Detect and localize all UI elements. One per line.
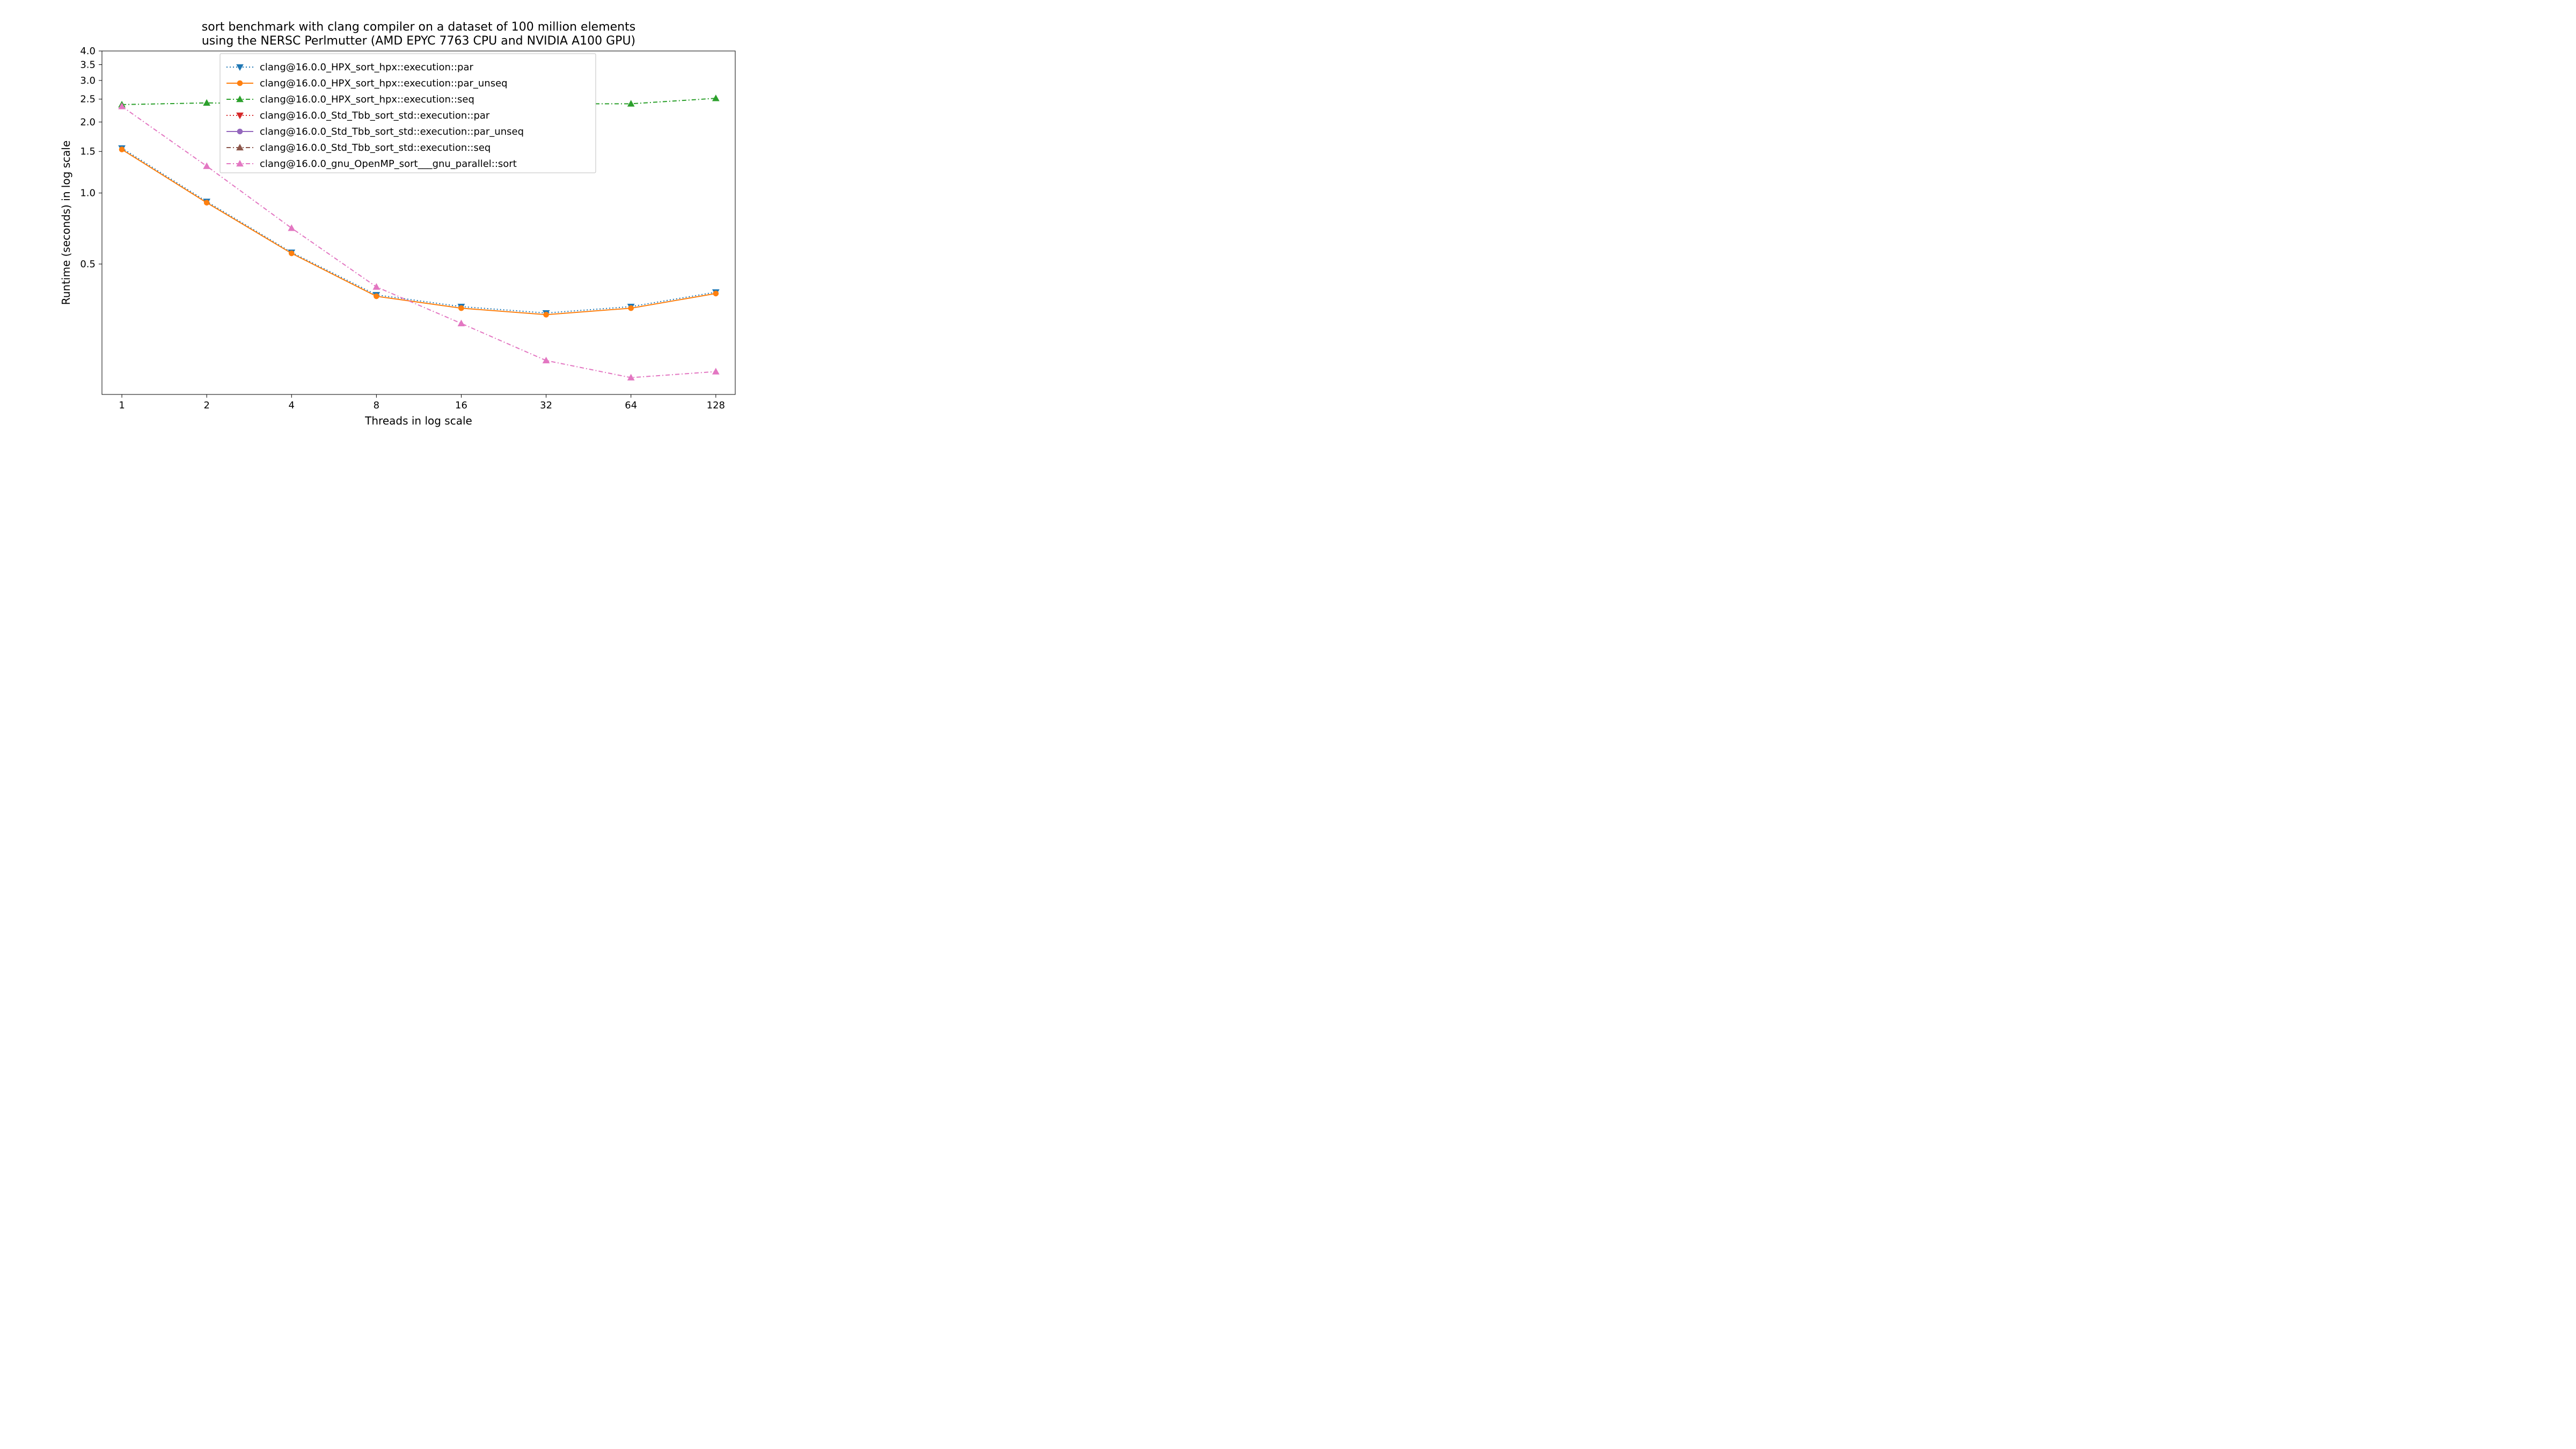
x-tick-label: 1 (119, 400, 125, 411)
legend-label: clang@16.0.0_gnu_OpenMP_sort___gnu_paral… (260, 158, 517, 170)
x-axis-label: Threads in log scale (364, 414, 472, 427)
marker-triangle-up (373, 284, 379, 290)
y-axis-label: Runtime (seconds) in log scale (60, 141, 72, 305)
marker-circle (713, 291, 719, 296)
legend-label: clang@16.0.0_HPX_sort_hpx::execution::pa… (260, 78, 508, 89)
marker-circle (237, 129, 243, 134)
y-tick-label: 3.0 (80, 75, 96, 86)
marker-circle (544, 312, 549, 318)
legend: clang@16.0.0_HPX_sort_hpx::execution::pa… (220, 54, 596, 173)
y-tick-label: 1.5 (80, 146, 96, 157)
y-tick-label: 1.0 (80, 188, 96, 199)
marker-circle (459, 305, 464, 311)
chart-title-line1: sort benchmark with clang compiler on a … (202, 20, 635, 34)
y-tick-label: 4.0 (80, 46, 96, 57)
marker-circle (204, 200, 209, 206)
x-tick-label: 32 (540, 400, 552, 411)
marker-circle (289, 251, 294, 256)
marker-circle (374, 294, 379, 299)
x-tick-label: 128 (707, 400, 725, 411)
marker-circle (628, 305, 634, 311)
marker-circle (237, 80, 243, 86)
marker-triangle-up (203, 163, 210, 169)
x-tick-label: 16 (455, 400, 467, 411)
legend-label: clang@16.0.0_Std_Tbb_sort_std::execution… (260, 126, 524, 137)
y-tick-label: 3.5 (80, 59, 96, 70)
marker-circle (119, 147, 125, 152)
legend-label: clang@16.0.0_Std_Tbb_sort_std::execution… (260, 110, 490, 121)
legend-label: clang@16.0.0_HPX_sort_hpx::execution::se… (260, 94, 474, 105)
marker-triangle-up (458, 320, 465, 326)
x-tick-label: 2 (203, 400, 209, 411)
chart-title-line2: using the NERSC Perlmutter (AMD EPYC 776… (202, 34, 635, 48)
legend-label: clang@16.0.0_HPX_sort_hpx::execution::pa… (260, 62, 473, 73)
y-tick-label: 2.5 (80, 94, 96, 105)
y-tick-label: 0.5 (80, 259, 96, 270)
marker-triangle-up (288, 225, 295, 231)
marker-triangle-up (713, 368, 719, 374)
series-line (122, 149, 716, 314)
x-tick-label: 4 (289, 400, 295, 411)
y-tick-label: 2.0 (80, 116, 96, 128)
chart-container: 1 2 4 8 16 32 64 128 0.5 1.0 1.5 2.0 2.5 3.0 3.5 4.0 Thr… (0, 0, 789, 445)
legend-label: clang@16.0.0_Std_Tbb_sort_std::execution… (260, 142, 491, 153)
marker-triangle-up (543, 357, 550, 363)
marker-triangle-up (628, 100, 634, 106)
line-chart: 1 2 4 8 16 32 64 128 0.5 1.0 1.5 2.0 2.5 3.0 3.5 4.0 Thr… (0, 0, 789, 445)
x-tick-label: 64 (625, 400, 637, 411)
x-tick-label: 8 (374, 400, 379, 411)
